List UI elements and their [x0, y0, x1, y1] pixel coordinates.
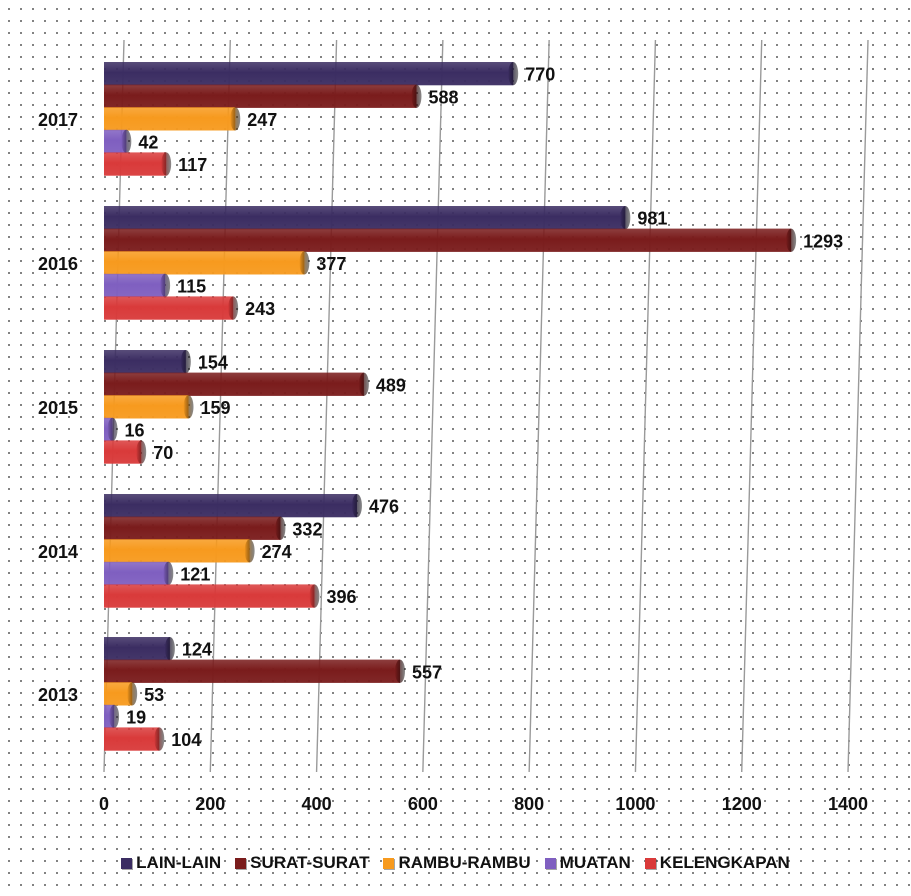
x-tick-label-600: 600 [408, 794, 438, 814]
x-tick-label-800: 800 [514, 794, 544, 814]
data-label-2014-rambu-rambu: 274 [262, 542, 292, 562]
data-label-2016-surat-surat: 1293 [803, 231, 843, 251]
category-label-2017: 2017 [38, 110, 78, 130]
gridline-800 [528, 39, 550, 773]
x-tick-label-1000: 1000 [615, 794, 655, 814]
data-label-2017-lain-lain: 770 [525, 65, 555, 85]
bar-2015-kelengkapan [104, 440, 147, 464]
bar-2013-rambu-rambu [104, 682, 138, 706]
bar-2014-muatan [104, 561, 174, 586]
legend-item-kelengkapan: KELENGKAPAN [644, 853, 790, 873]
legend-swatch-surat-surat [235, 857, 247, 869]
legend-item-surat-surat: SURAT-SURAT [235, 853, 369, 873]
category-label-2016: 2016 [38, 254, 78, 274]
bar-2014-lain-lain [104, 494, 362, 518]
legend-swatch-lain-lain [121, 857, 133, 869]
data-label-2016-rambu-rambu: 377 [316, 254, 346, 274]
data-label-2017-surat-surat: 588 [428, 87, 458, 107]
bar-2017-lain-lain [104, 62, 519, 86]
bar-2013-kelengkapan [104, 727, 165, 751]
data-label-2013-rambu-rambu: 53 [144, 685, 164, 705]
gridline-1400 [847, 39, 869, 773]
bar-2015-surat-surat [104, 372, 369, 396]
bar-2013-muatan [104, 704, 120, 729]
data-label-2014-surat-surat: 332 [292, 519, 322, 539]
legend-label-muatan: MUATAN [559, 853, 631, 872]
legend-swatch-rambu-rambu [383, 857, 395, 869]
bar-2015-muatan [104, 417, 118, 442]
legend-swatch-kelengkapan [644, 857, 656, 869]
legend-swatch-muatan [544, 857, 556, 869]
data-label-2017-kelengkapan: 117 [178, 155, 207, 175]
bar-2016-lain-lain [104, 206, 631, 230]
data-label-2016-lain-lain: 981 [637, 209, 667, 229]
data-label-2016-kelengkapan: 243 [245, 299, 275, 319]
gridline-1200 [741, 39, 763, 773]
data-label-2013-lain-lain: 124 [182, 640, 212, 660]
legend-label-lain-lain: LAIN-LAIN [136, 853, 222, 872]
data-label-2013-muatan: 19 [126, 707, 146, 727]
bar-2015-lain-lain [104, 350, 191, 374]
bar-2016-muatan [104, 273, 171, 298]
bar-2014-surat-surat [104, 516, 286, 540]
category-label-2015: 2015 [38, 398, 78, 418]
bar-2017-surat-surat [104, 84, 422, 108]
bar-2016-rambu-rambu [104, 251, 310, 275]
legend-item-rambu-rambu: RAMBU-RAMBU [383, 853, 531, 873]
x-tick-label-1400: 1400 [828, 794, 868, 814]
category-labels: 2017 2016 2015 2014 2013 [38, 110, 78, 705]
bar-2017-rambu-rambu [104, 107, 241, 131]
data-label-2017-rambu-rambu: 247 [247, 110, 277, 130]
x-axis-ticks: 0 200 400 600 800 1000 1200 1400 [99, 794, 868, 814]
legend-item-lain-lain: LAIN-LAIN [121, 853, 221, 873]
x-tick-label-0: 0 [99, 794, 109, 814]
category-label-2014: 2014 [38, 542, 78, 562]
category-label-2013: 2013 [38, 685, 78, 705]
data-label-2015-lain-lain: 154 [198, 353, 228, 373]
bar-2013-surat-surat [104, 659, 406, 683]
data-label-2016-muatan: 115 [177, 276, 206, 296]
data-label-2013-surat-surat: 557 [412, 662, 442, 682]
data-label-2013-kelengkapan: 104 [171, 730, 201, 750]
bar-2017-kelengkapan [104, 152, 172, 176]
bars [104, 62, 797, 751]
x-tick-label-1200: 1200 [722, 794, 762, 814]
bar-2014-rambu-rambu [104, 539, 255, 563]
data-label-2015-muatan: 16 [125, 420, 145, 440]
gridline-200 [209, 39, 231, 773]
data-label-2015-rambu-rambu: 159 [200, 398, 230, 418]
data-label-2014-lain-lain: 476 [369, 497, 399, 517]
bar-2013-lain-lain [104, 637, 175, 661]
gridline-400 [315, 39, 338, 773]
gridlines [103, 39, 869, 773]
bar-2016-kelengkapan [104, 296, 239, 320]
legend-label-rambu-rambu: RAMBU-RAMBU [398, 853, 531, 872]
bar-chart: 770 588 247 42 117 981 1293 377 115 243 154 489 159 1… [38, 39, 869, 814]
data-label-2015-surat-surat: 489 [376, 375, 406, 395]
bar-2016-surat-surat [104, 228, 797, 252]
bar-2015-rambu-rambu [104, 395, 194, 419]
bar-2017-muatan [104, 129, 132, 154]
data-label-2015-kelengkapan: 70 [153, 443, 173, 463]
legend: LAIN-LAIN SURAT-SURAT RAMBU-RAMBU MUATAN KEL… [0, 848, 911, 878]
x-tick-label-200: 200 [195, 794, 225, 814]
gridline-600 [422, 39, 444, 773]
gridline-1000 [634, 39, 657, 773]
data-label-2014-muatan: 121 [180, 564, 210, 584]
bar-2014-kelengkapan [104, 584, 320, 608]
legend-label-surat-surat: SURAT-SURAT [250, 853, 370, 872]
legend-item-muatan: MUATAN [544, 853, 631, 873]
data-labels: 770 588 247 42 117 981 1293 377 115 243 154 489 159 1… [125, 65, 844, 750]
data-label-2014-kelengkapan: 396 [326, 587, 356, 607]
x-tick-label-400: 400 [302, 794, 332, 814]
legend-label-kelengkapan: KELENGKAPAN [659, 853, 790, 872]
data-label-2017-muatan: 42 [138, 132, 158, 152]
